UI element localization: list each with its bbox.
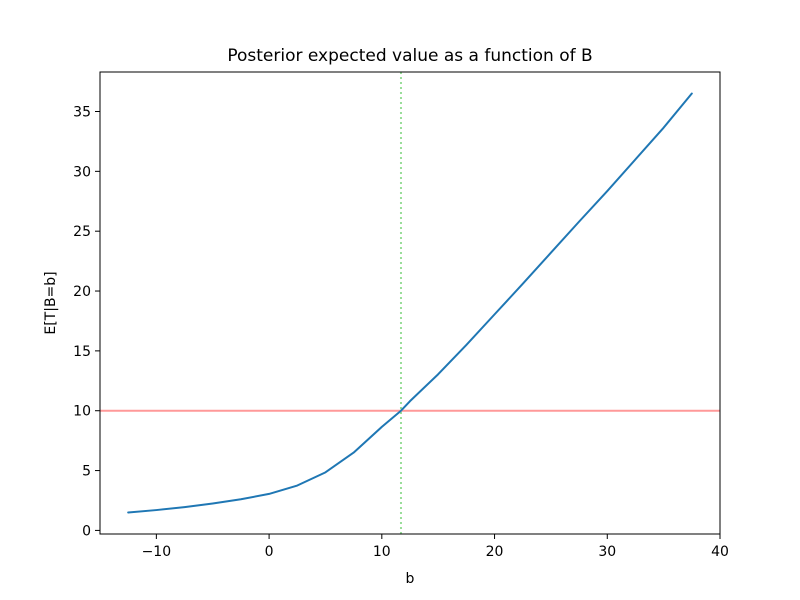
reference-lines xyxy=(100,72,720,534)
y-tick-label: 35 xyxy=(73,104,91,120)
x-tick-label: 40 xyxy=(711,544,729,560)
y-tick-label: 30 xyxy=(73,164,91,180)
chart-title: Posterior expected value as a function o… xyxy=(227,46,592,66)
y-tick-label: 20 xyxy=(73,284,91,300)
y-tick-label: 15 xyxy=(73,344,91,360)
y-tick-label: 5 xyxy=(82,464,91,480)
y-axis-label: E[T|B=b] xyxy=(43,271,59,334)
x-tick-label: −10 xyxy=(142,544,172,560)
y-axis-ticks: 0 5 10 15 20 25 30 35 xyxy=(73,104,100,539)
series-layer xyxy=(127,92,693,514)
y-tick-label: 10 xyxy=(73,404,91,420)
plot-area-frame xyxy=(99,71,721,535)
x-tick-label: 0 xyxy=(265,544,274,560)
series-line-0 xyxy=(127,92,693,514)
x-axis-label: b xyxy=(406,571,415,587)
x-tick-label: 20 xyxy=(486,544,504,560)
y-tick-label: 0 xyxy=(82,523,91,539)
y-tick-label: 25 xyxy=(73,224,91,240)
x-axis-ticks: −10 0 10 20 30 40 xyxy=(142,534,729,560)
x-tick-label: 30 xyxy=(598,544,616,560)
x-tick-label: 10 xyxy=(373,544,391,560)
